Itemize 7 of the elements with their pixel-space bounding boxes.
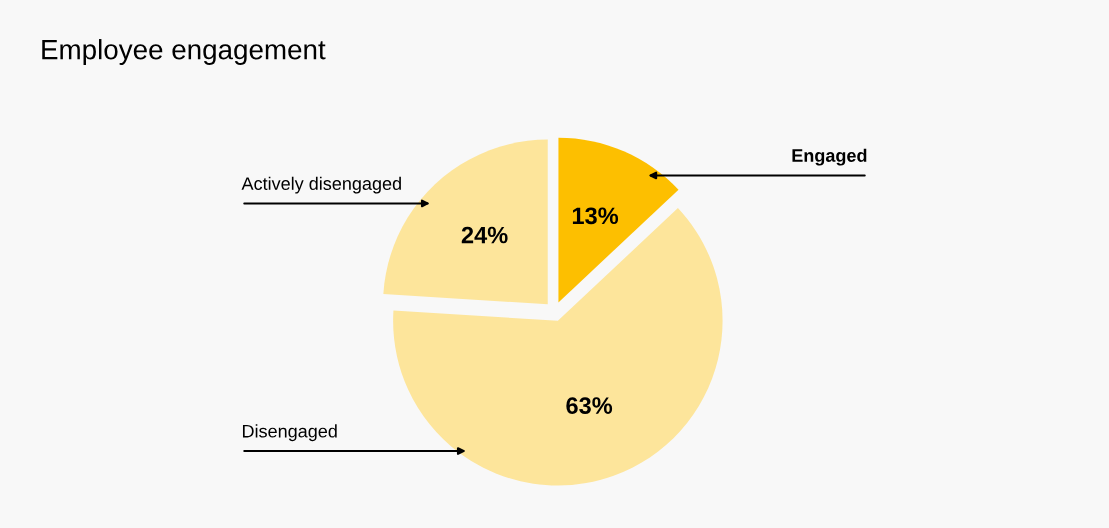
slice-label: Disengaged <box>242 424 337 442</box>
slice-label: Engaged <box>792 148 867 166</box>
data-label: 13% <box>572 207 619 225</box>
data-label: 24% <box>461 226 508 244</box>
chart-title: Employee engagement <box>42 39 326 65</box>
data-label: 63% <box>566 397 613 414</box>
slice-label: Actively disengaged <box>241 176 401 194</box>
